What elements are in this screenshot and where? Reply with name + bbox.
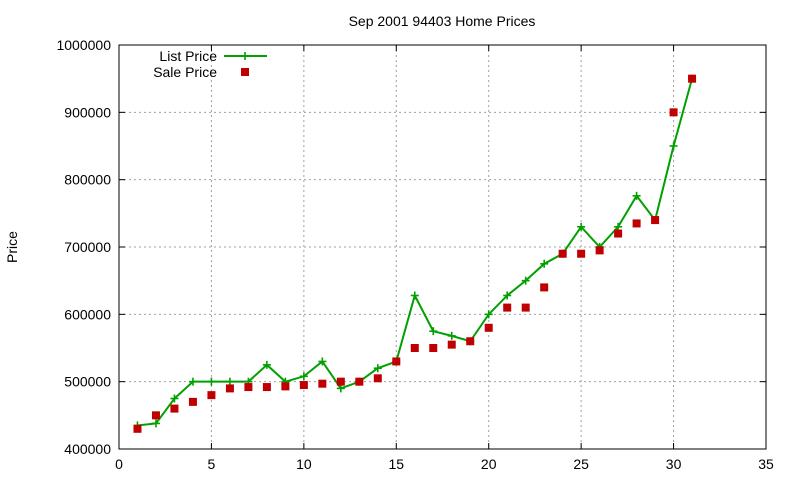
sale-price-point — [299, 381, 308, 390]
legend-swatch-sale-price — [241, 68, 249, 76]
series-list-price — [133, 74, 697, 430]
x-tick-label: 5 — [208, 456, 216, 472]
list-price-point — [484, 310, 493, 319]
y-tick-label: 1000000 — [56, 37, 111, 53]
list-price-point — [614, 222, 623, 231]
y-tick-label: 600000 — [64, 306, 111, 322]
y-tick-label: 700000 — [64, 239, 111, 255]
series — [133, 74, 697, 433]
list-price-point — [170, 394, 179, 403]
sale-price-point — [225, 384, 234, 393]
list-price-point — [262, 360, 271, 369]
list-price-point — [540, 259, 549, 268]
sale-price-point — [466, 337, 475, 346]
y-tick-label: 500000 — [64, 374, 111, 390]
sale-price-point — [688, 74, 697, 83]
y-tick-label: 800000 — [64, 172, 111, 188]
list-price-point — [373, 364, 382, 373]
sale-price-point — [281, 382, 290, 391]
y-tick-label: 400000 — [64, 441, 111, 457]
sale-price-point — [133, 424, 142, 433]
sale-price-point — [429, 344, 438, 352]
sale-price-point — [170, 404, 179, 413]
sale-price-point — [355, 377, 364, 386]
sale-price-point — [373, 374, 382, 383]
sale-price-point — [447, 340, 456, 349]
list-price-point — [447, 331, 456, 340]
sale-price-point — [521, 303, 530, 312]
sale-price-point — [244, 383, 253, 392]
list-price-point — [207, 377, 216, 386]
grid — [119, 45, 766, 449]
list-price-point — [410, 291, 419, 300]
chart-title: Sep 2001 94403 Home Prices — [349, 13, 536, 29]
sale-price-point — [632, 219, 641, 228]
series-sale-price — [133, 74, 697, 433]
sale-price-point — [188, 397, 197, 406]
sale-price-point — [614, 229, 623, 238]
x-tick-label: 15 — [388, 456, 404, 472]
list-price-point — [577, 222, 586, 231]
y-axis-label: Price — [4, 231, 20, 263]
list-price-point — [151, 419, 160, 428]
list-price-point — [188, 377, 197, 386]
sale-price-point — [595, 246, 604, 255]
sale-price-point — [503, 303, 512, 312]
list-price-point — [632, 191, 641, 200]
sale-price-point — [336, 377, 345, 386]
axis-ticks: 0 5 10 15 20 25 30 35 400000 500000 600000 700000 80… — [56, 37, 774, 472]
sale-price-point — [651, 216, 660, 225]
sale-price-point — [410, 344, 419, 352]
list-price-point — [503, 291, 512, 300]
sale-price-point — [151, 411, 160, 420]
sale-price-point — [669, 108, 678, 117]
sale-price-point — [558, 249, 567, 258]
x-tick-label: 25 — [573, 456, 589, 472]
x-tick-label: 30 — [666, 456, 682, 472]
sale-price-point — [484, 323, 493, 332]
list-price-point — [225, 377, 234, 386]
x-tick-label: 10 — [296, 456, 312, 472]
list-price-point — [429, 327, 438, 336]
plot-frame — [118, 44, 767, 450]
x-tick-label: 0 — [115, 456, 123, 472]
list-price-point — [299, 372, 308, 381]
sale-price-point — [207, 391, 216, 400]
sale-price-point — [540, 283, 549, 292]
sale-price-point — [392, 357, 401, 366]
legend-marker-list-price — [241, 52, 249, 60]
list-price-point — [669, 142, 678, 150]
legend-label-list-price: List Price — [159, 48, 217, 64]
y-tick-label: 900000 — [64, 104, 111, 120]
list-price-line — [137, 78, 694, 427]
list-price-point — [318, 357, 327, 366]
sale-price-point — [318, 379, 327, 388]
sale-price-point — [262, 383, 271, 392]
list-price-point — [521, 276, 530, 285]
x-tick-label: 35 — [758, 456, 774, 472]
sale-price-point — [577, 249, 586, 258]
x-tick-label: 20 — [481, 456, 497, 472]
list-price-point — [336, 384, 345, 393]
legend-label-sale-price: Sale Price — [153, 64, 217, 80]
